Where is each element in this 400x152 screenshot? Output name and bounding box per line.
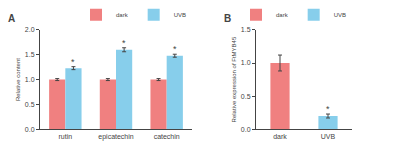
svg-text:UVB: UVB [174,12,186,18]
svg-text:rutin: rutin [59,133,73,140]
svg-text:0.5: 0.5 [25,101,35,108]
svg-text:*: * [122,38,126,48]
svg-text:UVB: UVB [334,12,346,18]
svg-text:Relative expression of FtMYB45: Relative expression of FtMYB45 [231,36,237,122]
svg-text:2.0: 2.0 [25,26,35,33]
svg-text:*: * [71,57,75,67]
svg-text:UVB: UVB [321,133,336,140]
svg-text:dark: dark [273,133,287,140]
svg-text:B: B [224,13,231,24]
svg-text:0.0: 0.0 [241,126,251,133]
svg-text:1.5: 1.5 [241,26,251,33]
svg-text:epicatechin: epicatechin [98,133,134,141]
svg-text:dark: dark [116,12,129,18]
svg-text:1.0: 1.0 [241,59,251,66]
svg-text:Relative content: Relative content [15,58,21,101]
svg-text:catechin: catechin [154,133,180,140]
svg-text:A: A [8,13,15,24]
svg-text:dark: dark [276,12,289,18]
svg-text:*: * [326,104,330,114]
svg-text:1.0: 1.0 [25,76,35,83]
svg-text:0.0: 0.0 [25,126,35,133]
svg-text:*: * [173,44,177,54]
svg-text:0.5: 0.5 [241,93,251,100]
svg-text:1.5: 1.5 [25,51,35,58]
